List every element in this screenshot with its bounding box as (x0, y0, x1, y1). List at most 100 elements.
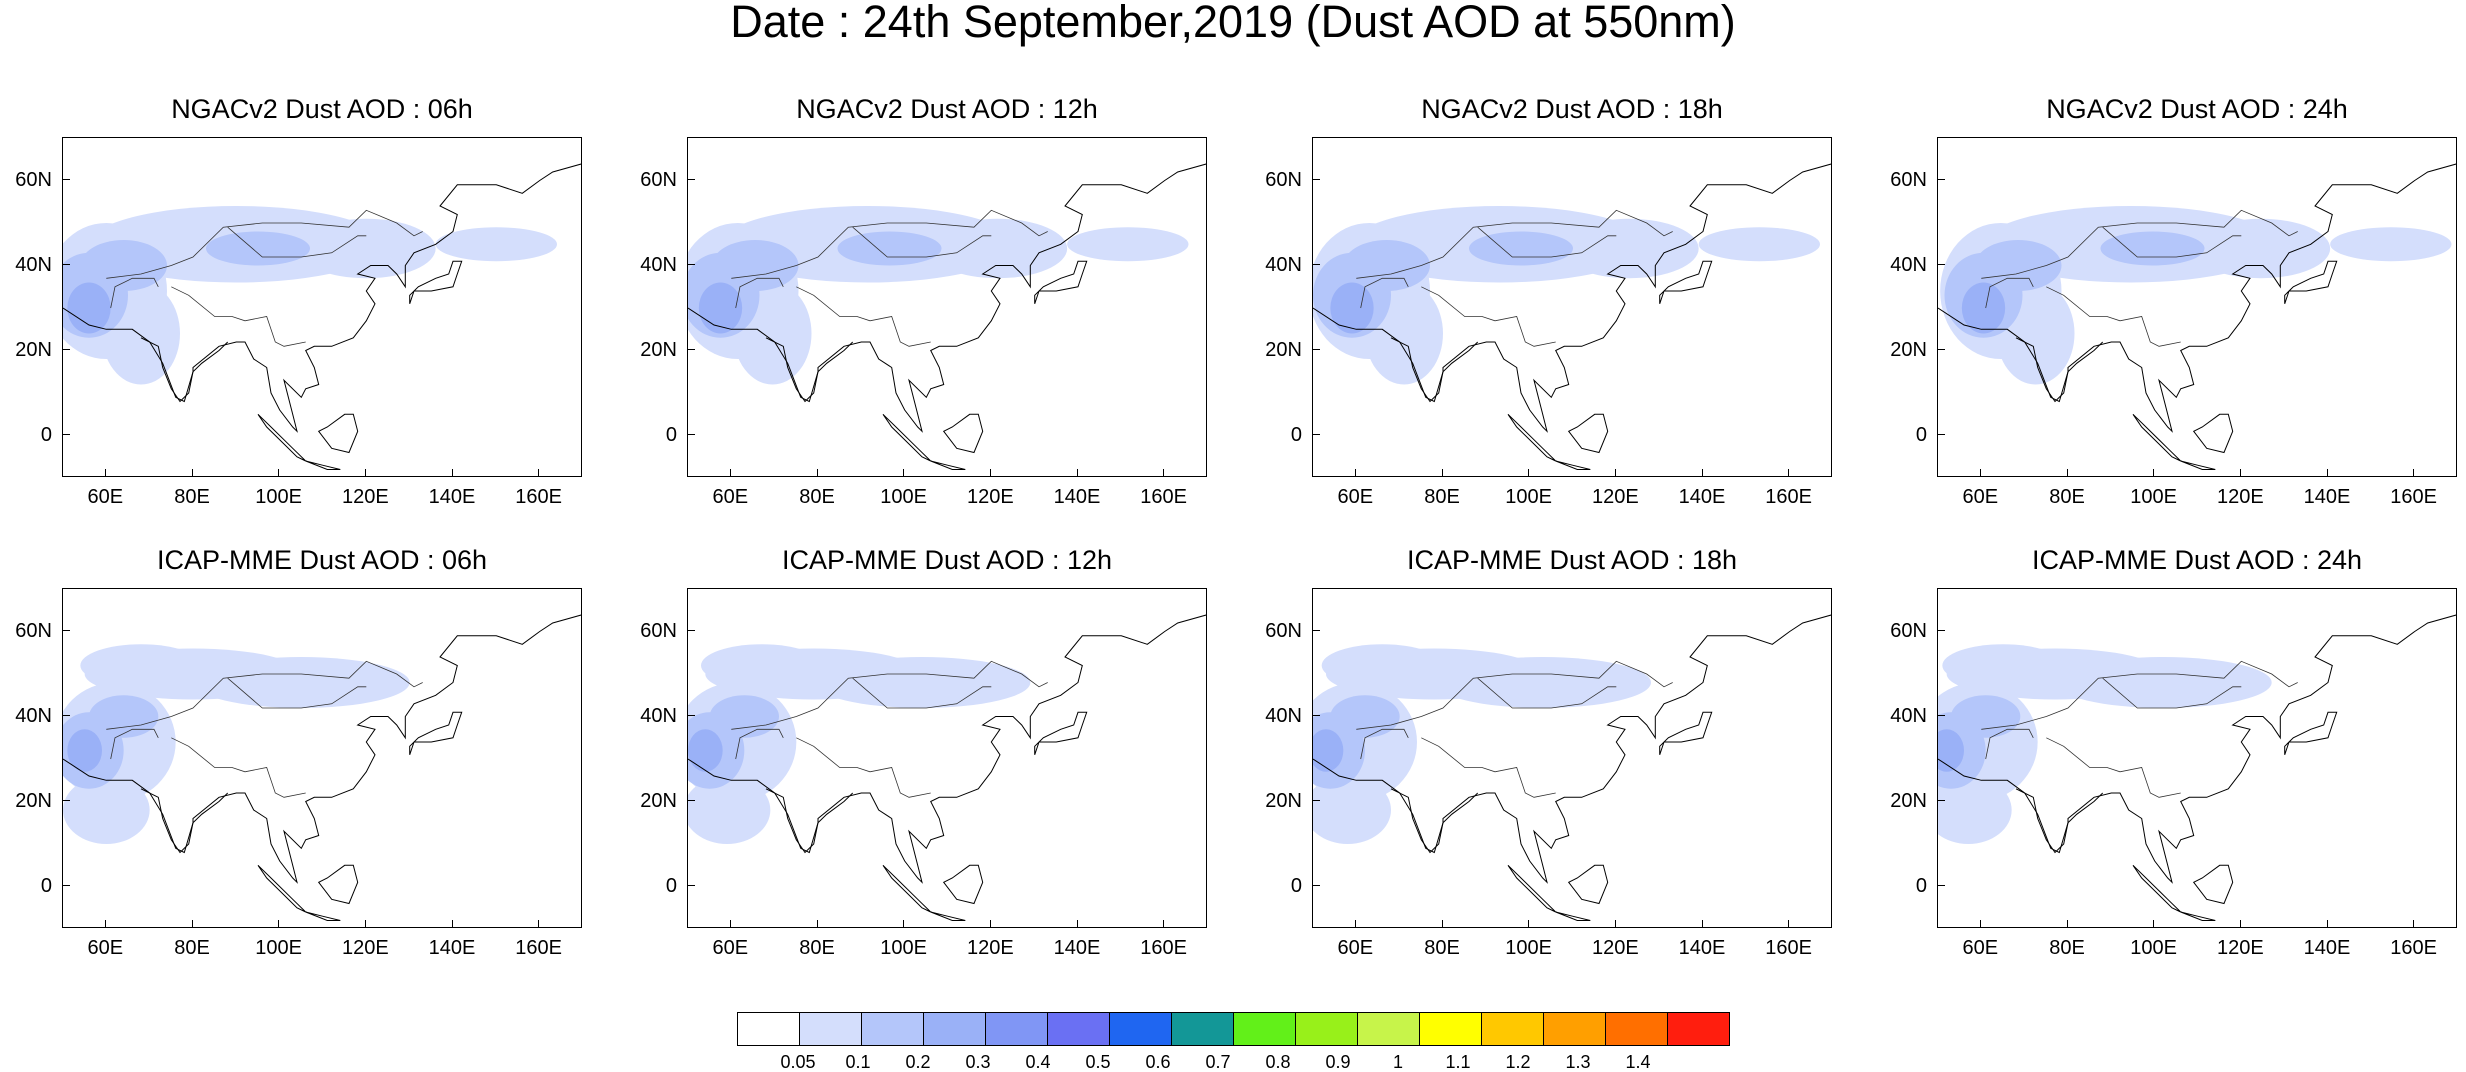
x-tick-label: 80E (2049, 937, 2085, 959)
country-border (171, 737, 306, 798)
colorbar-label: 0.1 (845, 1052, 871, 1072)
dust-aod-region (701, 644, 823, 687)
y-tick-label: 0 (1915, 423, 1927, 446)
y-tick (62, 630, 70, 631)
y-tick-label: 20N (15, 789, 52, 812)
coastline (317, 864, 359, 905)
x-tick (2066, 920, 2068, 928)
dust-aod-region (63, 776, 150, 844)
x-tick-label: 140E (1053, 937, 1101, 959)
y-tick (687, 179, 695, 180)
x-tick (191, 920, 193, 928)
coastline (409, 711, 463, 755)
x-tick (104, 469, 106, 477)
dust-aod-region (688, 729, 723, 772)
dust-aod-region (89, 695, 159, 738)
country-border (1421, 737, 1556, 798)
dust-aod-region (1067, 227, 1189, 262)
coastline (1034, 711, 1088, 755)
map-panel: ICAP-MME Dust AOD : 12h 60E 80E 100E 120E 140… (640, 545, 1207, 958)
coastline (1507, 864, 1557, 913)
dust-aod-region (1343, 240, 1430, 291)
page-title: Date : 24th September,2019 (Dust AOD at … (730, 0, 1736, 47)
dust-aod-region (1938, 729, 1964, 772)
panel-title: ICAP-MME Dust AOD : 18h (1406, 545, 1738, 575)
x-tick-label: 120E (2216, 486, 2264, 508)
x-tick (729, 469, 731, 477)
x-tick-label: 80E (1424, 937, 1460, 959)
x-tick (2326, 920, 2328, 928)
x-tick-label: 140E (1678, 486, 1726, 508)
x-tick (989, 920, 991, 928)
colorbar-swatch (1605, 1012, 1668, 1046)
x-tick (1788, 920, 1790, 928)
y-tick (1937, 349, 1945, 350)
country-border (1477, 677, 1617, 709)
y-tick-label: 20N (640, 338, 677, 361)
dust-aod-region (1698, 227, 1820, 262)
x-tick-label: 120E (1591, 937, 1639, 959)
dust-aod-region (1313, 729, 1344, 772)
coastline (2180, 460, 2216, 470)
country-border (1981, 660, 2298, 730)
x-tick (538, 469, 540, 477)
dust-aod-region (80, 644, 202, 687)
coastline (882, 413, 932, 462)
x-tick-label: 100E (255, 937, 303, 959)
x-tick-label: 120E (1591, 486, 1639, 508)
dust-aod-region (2191, 218, 2331, 279)
coastline (1034, 260, 1088, 304)
y-tick (1937, 434, 1945, 435)
y-tick-label: 40N (1265, 253, 1302, 276)
x-tick (1354, 469, 1356, 477)
y-tick-label: 40N (1890, 253, 1927, 276)
x-tick-label: 100E (2130, 486, 2178, 508)
coastline (305, 460, 341, 470)
map-panel: NGACv2 Dust AOD : 18h 60E 80E 100E 120E 140E 1… (1265, 94, 1832, 507)
country-border (731, 660, 1048, 730)
country-border (1985, 277, 2034, 309)
x-tick (451, 469, 453, 477)
coastline (63, 163, 581, 433)
x-tick (1163, 469, 1165, 477)
x-tick-label: 120E (341, 486, 389, 508)
y-tick-label: 60N (15, 168, 52, 191)
x-tick-label: 100E (880, 486, 928, 508)
coastline (1567, 864, 1609, 905)
y-tick-label: 20N (1265, 338, 1302, 361)
y-tick (1312, 715, 1320, 716)
y-tick-label: 40N (640, 704, 677, 727)
dust-aod-region (67, 282, 111, 334)
dust-aod-region (206, 231, 310, 266)
country-border (227, 226, 367, 258)
x-tick-label: 80E (174, 486, 210, 508)
colorbar-label: 0.05 (780, 1052, 816, 1072)
country-border (731, 209, 1048, 279)
coastline (1938, 614, 2456, 884)
coastline (140, 337, 229, 403)
x-tick-label: 100E (880, 937, 928, 959)
y-tick-label: 60N (1890, 168, 1927, 191)
dust-aod-map (688, 614, 1206, 921)
dust-aod-map (688, 163, 1206, 470)
y-tick (62, 434, 70, 435)
y-tick-label: 40N (15, 253, 52, 276)
y-tick (1312, 179, 1320, 180)
x-tick-label: 100E (255, 486, 303, 508)
colorbar-swatch (923, 1012, 986, 1046)
colorbar-swatch (1357, 1012, 1420, 1046)
y-tick-label: 20N (1890, 338, 1927, 361)
panel-title: NGACv2 Dust AOD : 06h (171, 94, 473, 124)
x-tick-label: 160E (2390, 937, 2438, 959)
y-tick-label: 60N (1265, 168, 1302, 191)
colorbar-swatch (985, 1012, 1048, 1046)
colorbar-swatch (1543, 1012, 1606, 1046)
coastline (2180, 911, 2216, 921)
x-tick (1441, 469, 1443, 477)
colorbar-swatch (1419, 1012, 1482, 1046)
dust-aod-region (1961, 282, 2006, 334)
coastline (2132, 864, 2182, 913)
coastline (930, 460, 966, 470)
x-tick-label: 60E (1337, 486, 1374, 508)
colorbar-label: 1.2 (1505, 1052, 1531, 1072)
